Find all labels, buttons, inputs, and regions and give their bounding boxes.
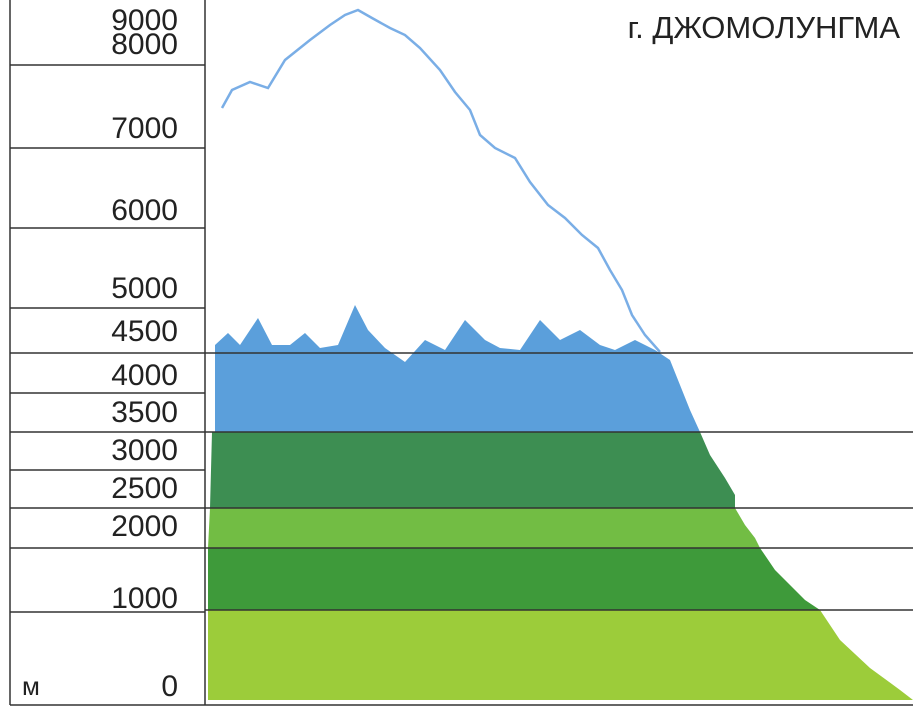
- scale-label: 3500: [111, 396, 178, 429]
- scale-column: [9, 0, 913, 706]
- zone-lines: [205, 352, 913, 611]
- unit-label: м: [22, 671, 40, 701]
- scale-label: 4000: [111, 359, 178, 392]
- mountain: [208, 8, 913, 700]
- zone-conifer-forest: [210, 432, 735, 508]
- scale-label: 6000: [111, 194, 178, 227]
- scale-label: 4500: [111, 315, 178, 348]
- scale-label: 5000: [111, 272, 178, 305]
- title: г. ДЖОМОЛУНГМА: [628, 10, 901, 45]
- scale-label: 9000: [111, 4, 178, 37]
- scale-label: 2500: [111, 472, 178, 505]
- scale-label: 7000: [111, 112, 178, 145]
- zone-subtropical: [208, 610, 913, 700]
- zone-alpine-meadows: [215, 305, 700, 432]
- scale-label: 1000: [111, 582, 178, 615]
- snow-outline: [220, 8, 661, 353]
- scale-label: 0: [161, 670, 178, 703]
- zone-tropical-forest: [208, 548, 820, 610]
- scale-label: 3000: [111, 434, 178, 467]
- scale-label: 8000: [111, 28, 178, 61]
- scale-label: 2000: [111, 510, 178, 543]
- zone-broadleaf-forest: [208, 508, 760, 548]
